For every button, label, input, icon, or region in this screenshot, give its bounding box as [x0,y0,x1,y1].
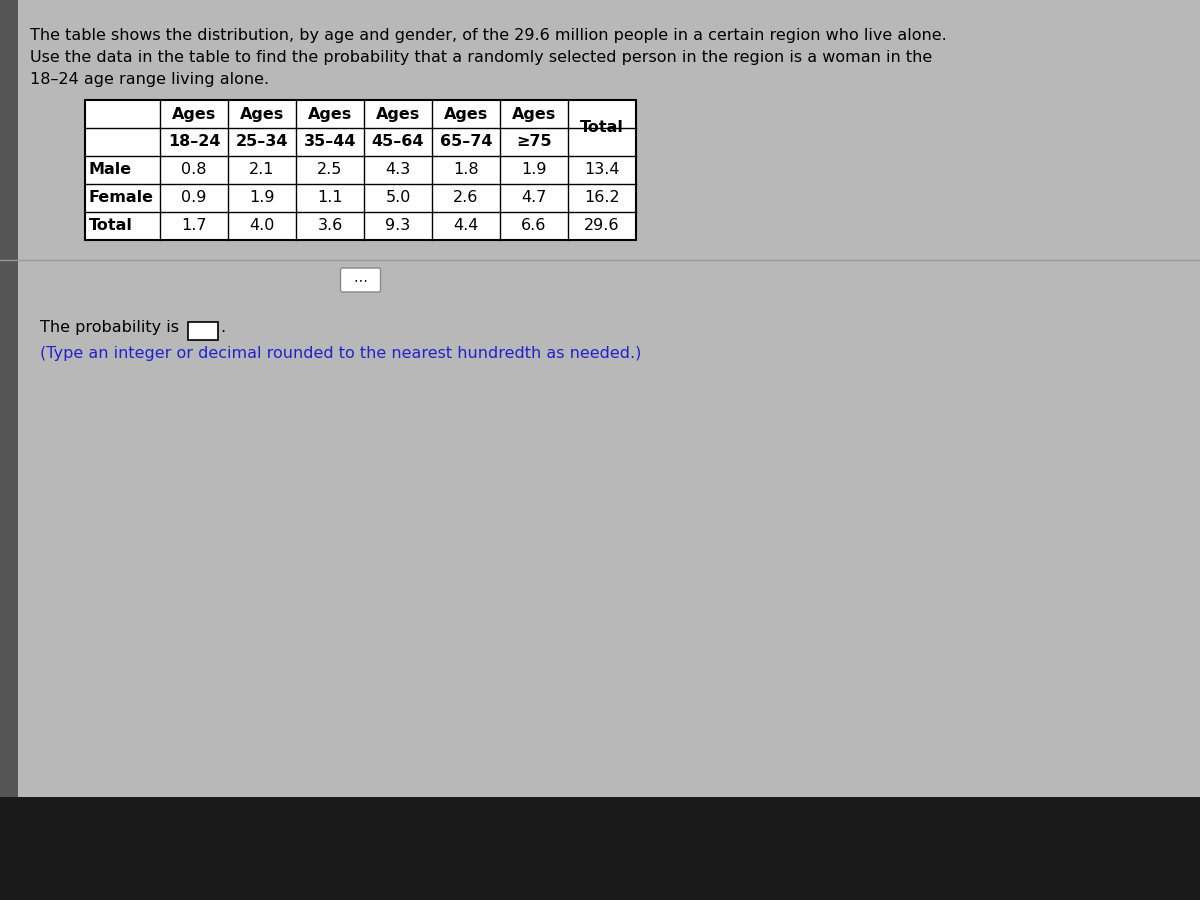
Text: (Type an integer or decimal rounded to the nearest hundredth as needed.): (Type an integer or decimal rounded to t… [40,346,641,361]
Text: 4.4: 4.4 [454,219,479,233]
Text: 0.9: 0.9 [181,191,206,205]
Text: 4.7: 4.7 [521,191,547,205]
Text: 0.8: 0.8 [181,163,206,177]
FancyBboxPatch shape [341,268,380,292]
Text: 16.2: 16.2 [584,191,620,205]
Text: 65–74: 65–74 [439,134,492,149]
Text: The probability is: The probability is [40,320,184,335]
Text: 29.6: 29.6 [584,219,619,233]
Text: Ages: Ages [172,106,216,122]
Text: 2.5: 2.5 [317,163,343,177]
Bar [0,0,18,797]
Text: ⋯: ⋯ [354,273,367,287]
Text: 6.6: 6.6 [521,219,547,233]
Text: Male: Male [89,163,132,177]
Text: Ages: Ages [444,106,488,122]
Text: 5.0: 5.0 [385,191,410,205]
Text: Use the data in the table to find the probability that a randomly selected perso: Use the data in the table to find the pr… [30,50,932,65]
Text: Ages: Ages [512,106,556,122]
Text: .: . [220,320,226,335]
Text: Ages: Ages [308,106,352,122]
Bar [0,0,1200,797]
Text: 9.3: 9.3 [385,219,410,233]
Text: 2.6: 2.6 [454,191,479,205]
Text: ≥75: ≥75 [516,134,552,149]
Text: 18–24 age range living alone.: 18–24 age range living alone. [30,72,269,87]
Text: 25–34: 25–34 [235,134,288,149]
Text: 4.0: 4.0 [250,219,275,233]
Text: Ages: Ages [376,106,420,122]
Text: 45–64: 45–64 [372,134,425,149]
Text: The table shows the distribution, by age and gender, of the 29.6 million people : The table shows the distribution, by age… [30,28,947,43]
Text: 1.7: 1.7 [181,219,206,233]
Text: 1.9: 1.9 [521,163,547,177]
Text: 4.3: 4.3 [385,163,410,177]
Text: 35–44: 35–44 [304,134,356,149]
Text: Ages: Ages [240,106,284,122]
Text: Total: Total [580,121,624,136]
Bar [85,100,636,240]
Text: 3.6: 3.6 [317,219,343,233]
Text: Total: Total [89,219,133,233]
Text: 2.1: 2.1 [250,163,275,177]
Bar [188,322,218,340]
Text: Female: Female [89,191,154,205]
Text: 1.8: 1.8 [454,163,479,177]
Text: 13.4: 13.4 [584,163,619,177]
Bar [0,797,1200,900]
Bar [85,100,636,240]
Text: 1.9: 1.9 [250,191,275,205]
Text: 18–24: 18–24 [168,134,221,149]
Text: 1.1: 1.1 [317,191,343,205]
